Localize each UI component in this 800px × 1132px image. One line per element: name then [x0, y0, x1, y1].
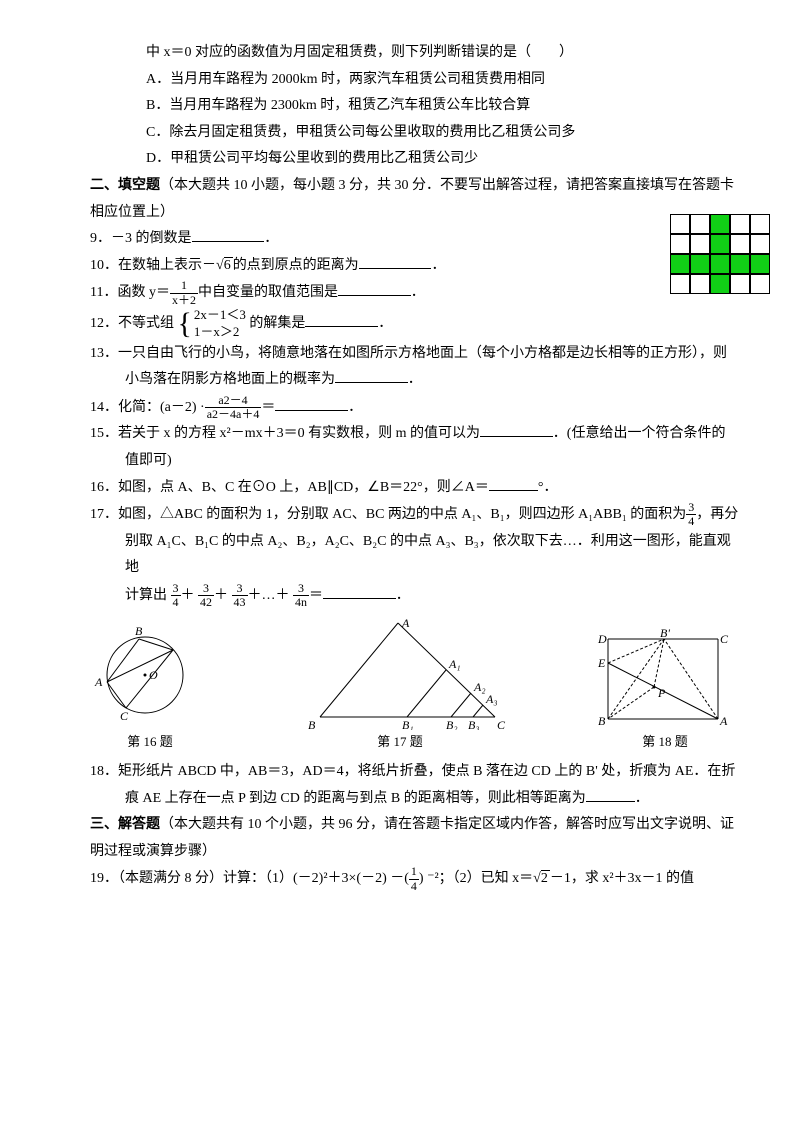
fig17: ABCA₁A₂A₃B₁B₂B₃ 第 17 题 — [290, 615, 510, 755]
svg-text:A: A — [401, 616, 410, 630]
q18-line2: 痕 AE 上存在一点 P 到边 CD 的距离与到点 B 的距离相等，则此相等距离… — [90, 786, 740, 813]
svg-text:B₂: B₂ — [446, 718, 458, 730]
svg-text:A: A — [719, 714, 728, 728]
q13: 13．一只自由飞行的小鸟，将随意地落在如图所示方格地面上（每个小方格都是边长相等… — [90, 341, 740, 368]
svg-text:B: B — [598, 714, 606, 728]
q8-optB: B．当月用车路程为 2300km 时，租赁乙汽车租赁公车比较合算 — [90, 93, 740, 120]
q12: 12．不等式组 {2x－1＜31－x＞2 的解集是． — [90, 307, 740, 341]
q10: 10．在数轴上表示－√6的点到原点的距离为． — [90, 253, 740, 280]
svg-text:D: D — [597, 632, 607, 646]
q9: 9．－3 的倒数是． — [90, 226, 740, 253]
figures-row: ABCO 第 16 题 ABCA₁A₂A₃B₁B₂B₃ 第 17 题 DCABB… — [90, 615, 740, 755]
svg-text:B: B — [135, 624, 143, 638]
svg-text:E: E — [597, 656, 606, 670]
q8-optA: A．当月用车路程为 2000km 时，两家汽车租赁公司租赁费用相同 — [90, 67, 740, 94]
q8-stem: 中 x＝0 对应的函数值为月固定租赁费，则下列判断错误的是（ ） — [90, 40, 740, 67]
svg-text:A₃: A₃ — [485, 692, 498, 706]
svg-text:C: C — [120, 709, 129, 723]
q11: 11．函数 y＝1x＋2中自变量的取值范围是． — [90, 279, 740, 307]
fig18: DCABB'EP 第 18 题 — [590, 625, 740, 755]
fig16: ABCO 第 16 题 — [90, 620, 210, 755]
svg-text:A₁: A₁ — [448, 657, 461, 671]
svg-text:B': B' — [660, 626, 670, 640]
section2-header: 二、填空题（本大题共 10 小题，每小题 3 分，共 30 分．不要写出解答过程… — [90, 173, 740, 226]
q15: 15．若关于 x 的方程 x²－mx＋3＝0 有实数根，则 m 的值可以为．(任… — [90, 421, 740, 448]
q18-line1: 18．矩形纸片 ABCD 中，AB＝3，AD＝4，将纸片折叠，使点 B 落在边 … — [90, 759, 740, 786]
q14: 14．化简：(a－2) ·a2－4a2－4a＋4＝． — [90, 394, 740, 422]
section3-header: 三、解答题（本大题共有 10 个小题，共 96 分，请在答题卡指定区域内作答，解… — [90, 812, 740, 865]
svg-text:B₃: B₃ — [468, 718, 480, 730]
svg-text:B₁: B₁ — [402, 718, 414, 730]
q8-optD: D．甲租赁公司平均每公里收到的费用比乙租赁公司少 — [90, 146, 740, 173]
svg-text:C: C — [497, 718, 506, 730]
svg-text:B: B — [308, 718, 316, 730]
q16: 16．如图，点 A、B、C 在⊙O 上，AB∥CD，∠B＝22°，则∠A＝°． — [90, 475, 740, 502]
svg-text:A: A — [94, 675, 103, 689]
q17-line3: 计算出 34＋ 342＋ 343＋…＋ 34n＝． — [90, 582, 740, 610]
q17-line1: 17．如图，△ABC 的面积为 1，分别取 AC、BC 两边的中点 A₁、B₁，… — [90, 501, 740, 529]
blank — [192, 227, 265, 242]
svg-text:O: O — [149, 668, 158, 682]
svg-text:C: C — [720, 632, 729, 646]
svg-text:A₂: A₂ — [473, 680, 486, 694]
svg-text:P: P — [657, 686, 666, 700]
q8-optC: C．除去月固定租赁费，甲租赁公司每公里收取的费用比乙租赁公司多 — [90, 120, 740, 147]
q13-line2: 小鸟落在阴影方格地面上的概率为． — [90, 367, 740, 394]
q19: 19．（本题满分 8 分）计算：（1）(－2)²＋3×(－2) －(14) ⁻²… — [90, 865, 740, 893]
q15-line2: 值即可) — [90, 448, 740, 475]
q17-line2: 别取 A₁C、B₁C 的中点 A₂、B₂，A₂C、B₂C 的中点 A₃、B₃，依… — [90, 529, 740, 582]
